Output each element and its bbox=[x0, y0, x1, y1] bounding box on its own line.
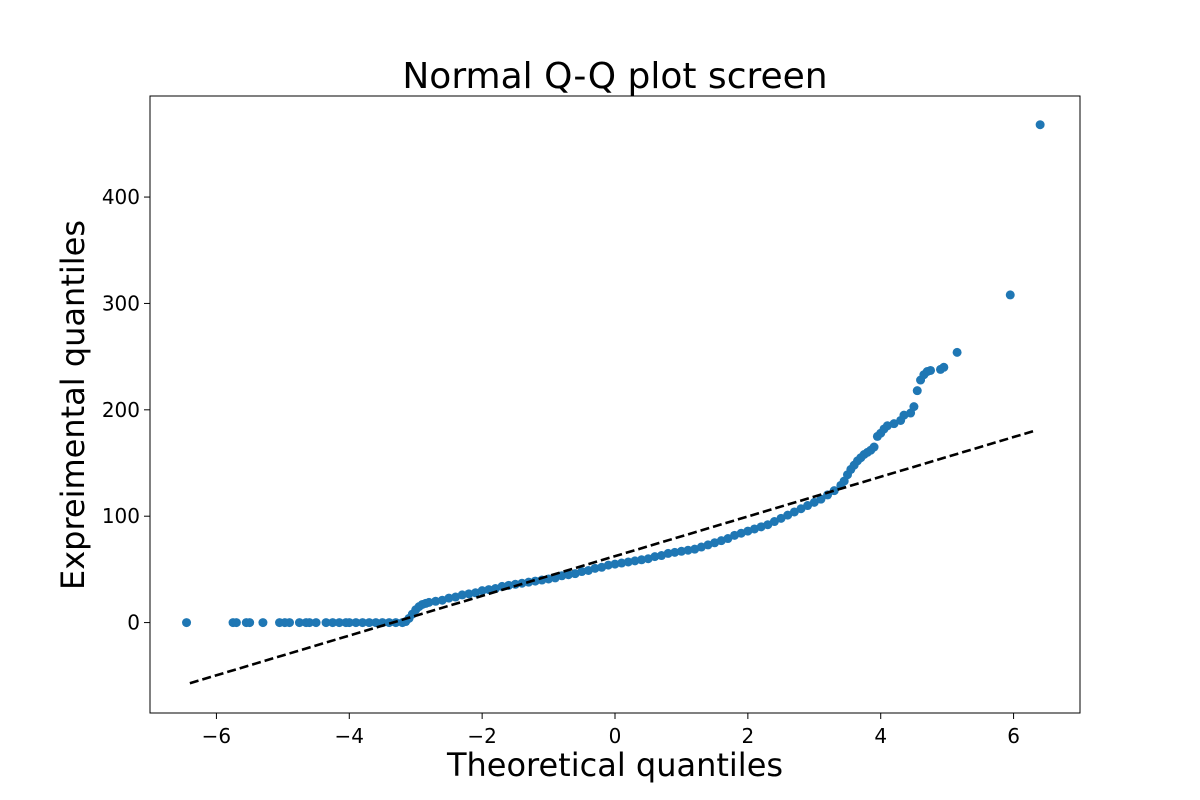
data-point bbox=[912, 386, 922, 396]
data-point bbox=[464, 589, 474, 599]
data-point bbox=[683, 545, 693, 555]
x-tick-label: 2 bbox=[741, 724, 754, 748]
y-tick-label: 300 bbox=[102, 291, 140, 315]
data-point bbox=[630, 556, 640, 566]
data-point bbox=[939, 362, 949, 372]
y-axis-label: Expreimental quantiles bbox=[54, 220, 92, 590]
data-point bbox=[294, 618, 304, 628]
data-point bbox=[926, 365, 936, 375]
data-point bbox=[590, 563, 600, 573]
data-point bbox=[477, 586, 487, 596]
data-point bbox=[285, 618, 294, 628]
data-point bbox=[328, 618, 338, 628]
data-point bbox=[637, 555, 647, 565]
x-axis-label: Theoretical quantiles bbox=[446, 746, 783, 784]
data-point bbox=[676, 546, 686, 556]
data-point bbox=[623, 557, 633, 567]
reference-line bbox=[189, 429, 1034, 685]
data-point bbox=[344, 618, 354, 628]
data-point bbox=[457, 590, 467, 600]
chart-title: Normal Q-Q plot screen bbox=[402, 56, 827, 97]
data-point bbox=[670, 547, 680, 557]
x-tick-label: −2 bbox=[467, 724, 496, 748]
data-point bbox=[1035, 120, 1045, 130]
data-point bbox=[869, 442, 879, 452]
data-point bbox=[245, 618, 255, 628]
data-point bbox=[829, 486, 839, 496]
y-tick-label: 200 bbox=[102, 398, 140, 422]
y-tick-label: 100 bbox=[102, 504, 140, 528]
plot-area bbox=[182, 120, 1045, 685]
x-tick-label: −6 bbox=[202, 724, 231, 748]
data-point bbox=[603, 560, 613, 570]
x-tick-label: −4 bbox=[335, 724, 364, 748]
data-point bbox=[530, 576, 540, 586]
data-point bbox=[444, 593, 454, 603]
data-point bbox=[431, 596, 441, 606]
data-point bbox=[617, 558, 627, 568]
data-point bbox=[952, 347, 962, 357]
data-point bbox=[182, 618, 192, 628]
data-point bbox=[351, 618, 361, 628]
data-point bbox=[909, 402, 919, 412]
data-point bbox=[321, 618, 331, 628]
data-point bbox=[231, 618, 241, 628]
y-tick-label: 400 bbox=[102, 185, 140, 209]
y-axis: 0 100 200 300 400 bbox=[102, 185, 150, 635]
y-tick-label: 0 bbox=[127, 611, 140, 635]
data-point bbox=[424, 597, 434, 607]
data-point bbox=[816, 494, 826, 504]
data-point bbox=[304, 618, 314, 628]
data-point bbox=[258, 618, 268, 628]
data-point bbox=[564, 570, 573, 580]
x-tick-label: 4 bbox=[874, 724, 887, 748]
data-point bbox=[358, 618, 368, 628]
data-point bbox=[650, 552, 660, 562]
data-point bbox=[610, 559, 620, 569]
x-axis: −6 −4 −2 0 2 4 6 bbox=[202, 713, 1020, 748]
data-point bbox=[311, 618, 321, 628]
data-point bbox=[1005, 290, 1015, 300]
data-point bbox=[577, 567, 587, 577]
data-point bbox=[364, 618, 374, 628]
data-point bbox=[663, 548, 673, 558]
data-point bbox=[371, 618, 381, 628]
x-tick-label: 0 bbox=[609, 724, 622, 748]
data-point bbox=[334, 618, 344, 628]
x-tick-label: 6 bbox=[1007, 724, 1020, 748]
